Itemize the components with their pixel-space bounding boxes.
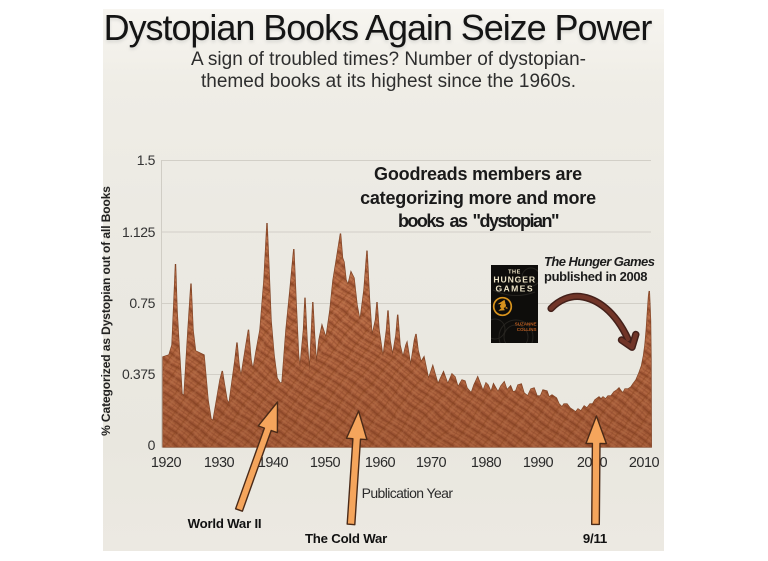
svg-text:GAMES: GAMES — [495, 284, 534, 294]
svg-text:THE: THE — [508, 270, 521, 276]
svg-text:COLLINS: COLLINS — [517, 327, 537, 332]
svg-text:HUNGER: HUNGER — [493, 275, 536, 285]
svg-text:SUZANNE: SUZANNE — [515, 322, 537, 327]
